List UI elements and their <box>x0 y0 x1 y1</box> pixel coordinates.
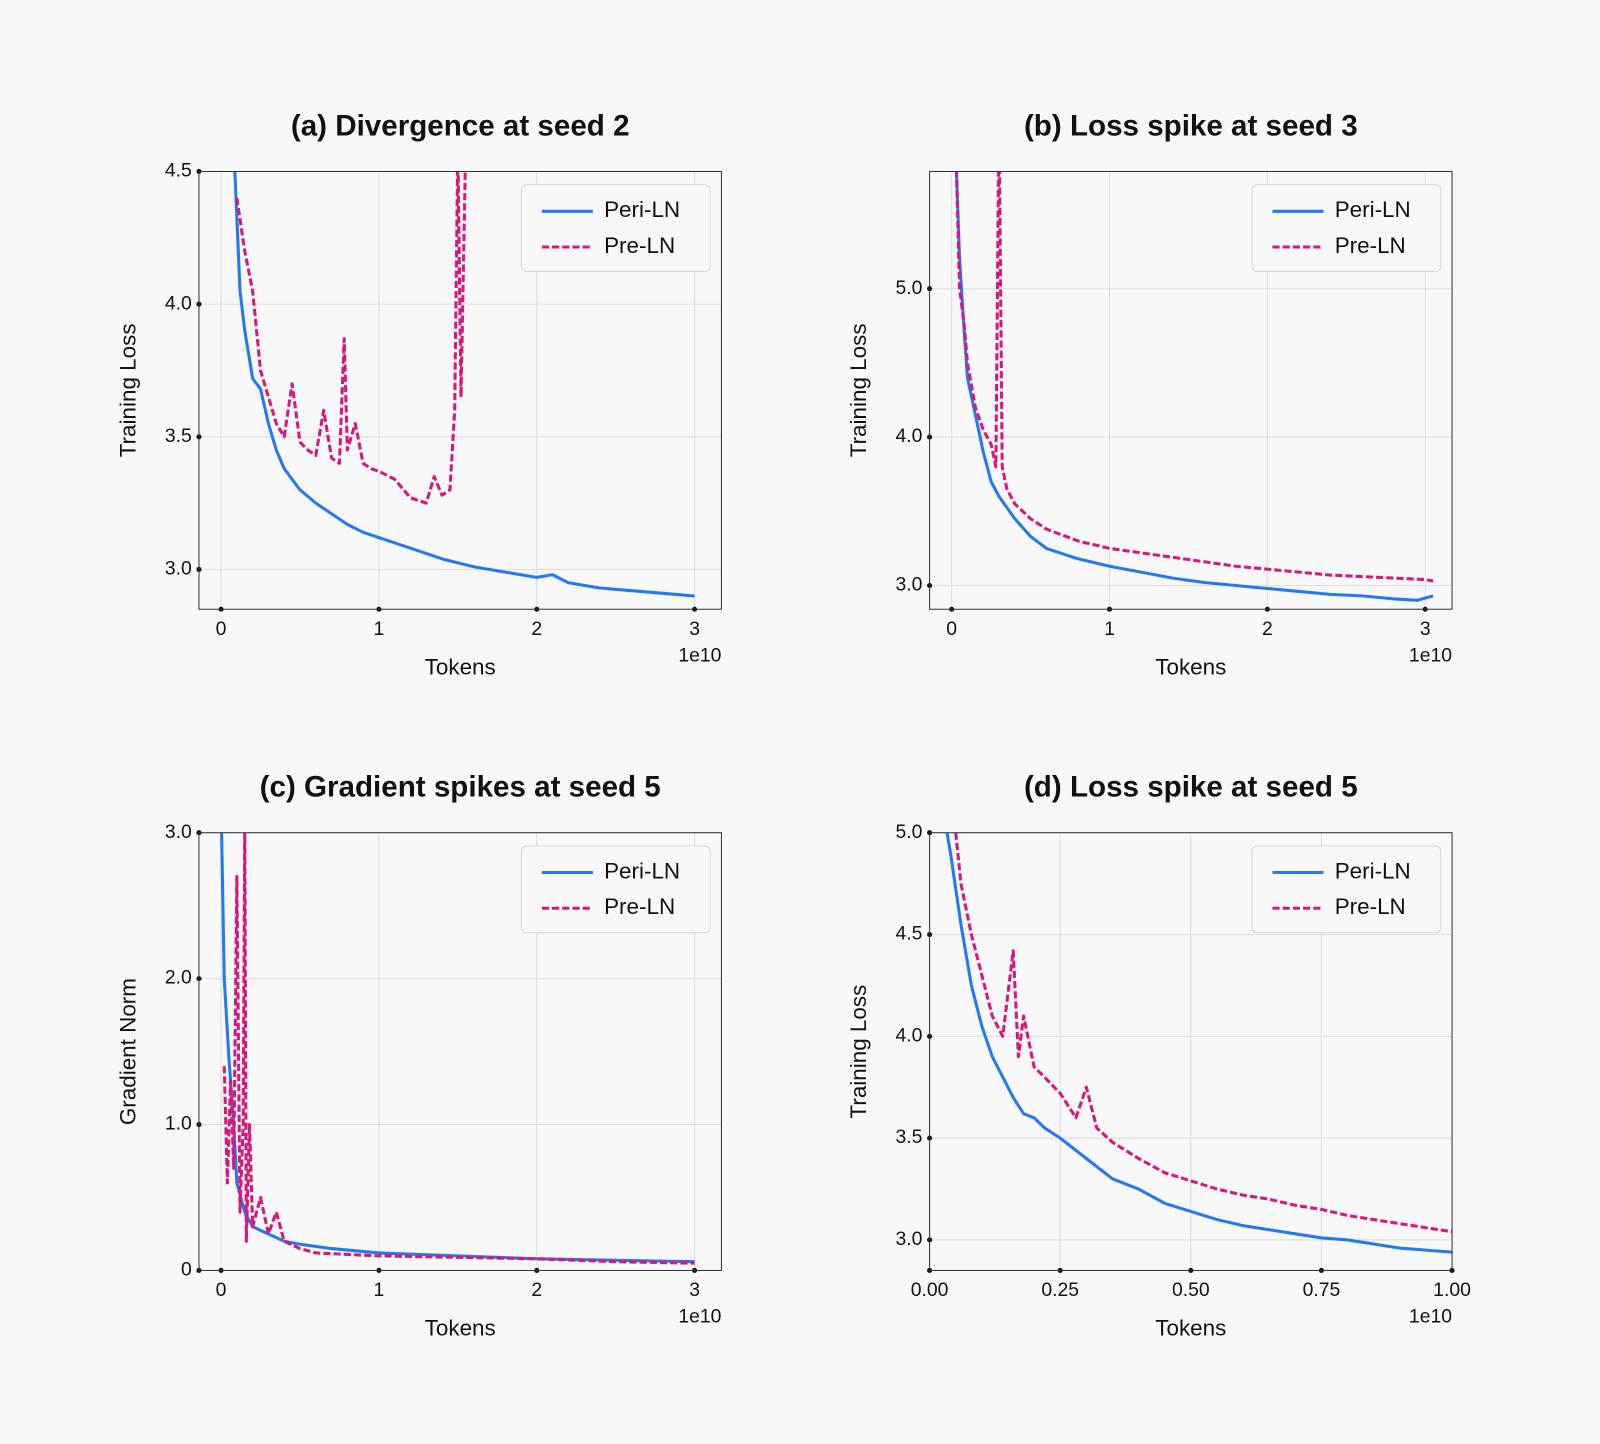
plot-frame <box>198 170 722 610</box>
x-axis-label: Tokens <box>1155 654 1226 679</box>
legend-box <box>1251 845 1442 934</box>
y-axis-label: Training Loss <box>846 323 871 457</box>
y-tick-label: 4.5 <box>896 923 923 945</box>
plot-frame <box>198 832 722 1271</box>
y-tick-label: 4.0 <box>165 292 192 314</box>
subplot: (a) Divergence at seed 2 Tokens Training L… <box>116 109 722 679</box>
x-tick-label: 3 <box>689 1279 700 1301</box>
x-tick-label: 1 <box>1104 618 1115 640</box>
y-tick-label: 4.0 <box>896 1024 923 1046</box>
x-tick-label: 0.00 <box>911 1279 949 1301</box>
y-tick-label: 4.5 <box>165 160 192 182</box>
x-tick-label: 3 <box>689 618 700 640</box>
y-tick-label: 3.5 <box>896 1126 923 1148</box>
y-axis-label: Training Loss <box>116 323 141 457</box>
y-tick-label: 3.0 <box>896 574 923 596</box>
y-tick-label: 3.0 <box>165 821 192 843</box>
y-tick-label: 3.0 <box>165 558 192 580</box>
x-tick-label: 0.75 <box>1303 1279 1341 1301</box>
x-exponent: 1e10 <box>678 644 721 666</box>
legend-label: Pre-LN <box>604 233 675 258</box>
series-line <box>954 171 1434 583</box>
x-tick-label: 0 <box>216 1279 227 1301</box>
y-tick-label: 1.0 <box>165 1113 192 1135</box>
y-tick-label: 3.0 <box>896 1228 923 1250</box>
legend-label: Pre-LN <box>604 894 675 919</box>
y-axis-label: Training Loss <box>846 985 871 1119</box>
chart-title: (d) Loss spike at seed 5 <box>1024 771 1358 804</box>
legend-label: Peri-LN <box>1335 858 1411 883</box>
series-line <box>945 832 1453 1254</box>
plot-frame <box>929 832 1453 1271</box>
x-axis-label: Tokens <box>425 1316 496 1341</box>
x-exponent: 1e10 <box>1409 1306 1452 1328</box>
x-tick-label: 1.00 <box>1433 1279 1471 1301</box>
y-tick-label: 5.0 <box>896 821 923 843</box>
legend-label: Peri-LN <box>1335 197 1411 222</box>
x-tick-label: 3 <box>1420 618 1431 640</box>
legend-label: Peri-LN <box>604 858 680 883</box>
y-tick-label: 5.0 <box>896 277 923 299</box>
legend-box <box>520 184 711 272</box>
series-line <box>954 171 1434 602</box>
plot-frame <box>929 170 1453 610</box>
x-tick-label: 2 <box>1262 618 1273 640</box>
y-axis-label: Gradient Norm <box>116 978 141 1125</box>
legend-label: Pre-LN <box>1335 894 1406 919</box>
subplot: (d) Loss spike at seed 5 Tokens Training L… <box>846 771 1471 1341</box>
chart-title: (c) Gradient spikes at seed 5 <box>260 771 661 804</box>
series-line <box>954 832 1453 1234</box>
legend-box <box>1251 184 1442 272</box>
chart-title: (b) Loss spike at seed 3 <box>1024 109 1358 142</box>
legend-box <box>520 845 711 934</box>
x-tick-label: 2 <box>531 618 542 640</box>
y-tick-label: 4.0 <box>896 425 923 447</box>
chart-title: (a) Divergence at seed 2 <box>291 109 630 142</box>
x-tick-label: 0.25 <box>1041 1279 1079 1301</box>
x-axis-label: Tokens <box>1155 1316 1226 1341</box>
legend-label: Peri-LN <box>604 197 680 222</box>
series-line <box>222 832 695 1265</box>
x-tick-label: 1 <box>374 1279 385 1301</box>
x-tick-label: 0.50 <box>1172 1279 1210 1301</box>
series-line <box>233 171 695 598</box>
x-exponent: 1e10 <box>678 1306 721 1328</box>
x-axis-label: Tokens <box>425 654 496 679</box>
x-tick-label: 2 <box>531 1279 542 1301</box>
y-tick-label: 3.5 <box>165 425 192 447</box>
subplot: (b) Loss spike at seed 3 Tokens Training L… <box>846 109 1453 679</box>
series-line <box>235 171 467 505</box>
x-tick-label: 1 <box>374 618 385 640</box>
subplot: (c) Gradient spikes at seed 5 Tokens Gradi… <box>116 771 722 1341</box>
x-tick-label: 0 <box>216 618 227 640</box>
y-tick-label: 0 <box>181 1259 192 1281</box>
legend-label: Pre-LN <box>1335 233 1406 258</box>
y-tick-label: 2.0 <box>165 967 192 989</box>
x-exponent: 1e10 <box>1409 644 1452 666</box>
x-tick-label: 0 <box>946 618 957 640</box>
